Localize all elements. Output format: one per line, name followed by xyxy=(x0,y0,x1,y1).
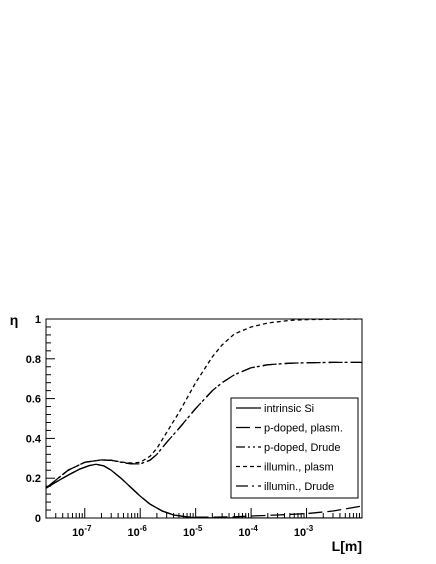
x-tick-label: 10-3 xyxy=(294,524,314,539)
legend-label: intrinsic Si xyxy=(264,403,314,415)
x-tick-label: 10-4 xyxy=(238,524,258,539)
x-tick-label: 10-7 xyxy=(72,524,92,539)
legend-label: p-doped, Drude xyxy=(264,442,340,454)
series-line-2 xyxy=(46,463,362,518)
x-tick-label: 10-6 xyxy=(128,524,148,539)
x-axis: 10-7 10-6 10-5 10-4 10-3 xyxy=(45,508,363,539)
y-axis: 0 0.2 0.4 0.6 0.8 1 xyxy=(26,314,55,525)
y-tick-label: 1 xyxy=(35,314,41,326)
series-line-4 xyxy=(46,319,362,489)
y-tick-label: 0.6 xyxy=(26,394,41,406)
plot-frame xyxy=(45,318,363,519)
legend: intrinsic Si p-doped, plasm. p-doped, Drud… xyxy=(230,397,359,499)
y-tick-label: 0 xyxy=(35,513,41,525)
y-axis-label: η xyxy=(10,312,19,328)
y-tick-label: 0.4 xyxy=(26,433,42,445)
series-line-5 xyxy=(46,361,362,489)
x-axis-label: L[m] xyxy=(332,538,362,554)
legend-label: p-doped, plasm. xyxy=(264,423,343,435)
y-tick-label: 0.2 xyxy=(26,473,41,485)
x-tick-label: 10-5 xyxy=(183,524,203,539)
legend-label: illumin., plasm xyxy=(264,462,334,474)
legend-label: illumin., Drude xyxy=(264,481,334,493)
legend-box xyxy=(230,397,359,499)
y-tick-label: 0.8 xyxy=(26,354,41,366)
